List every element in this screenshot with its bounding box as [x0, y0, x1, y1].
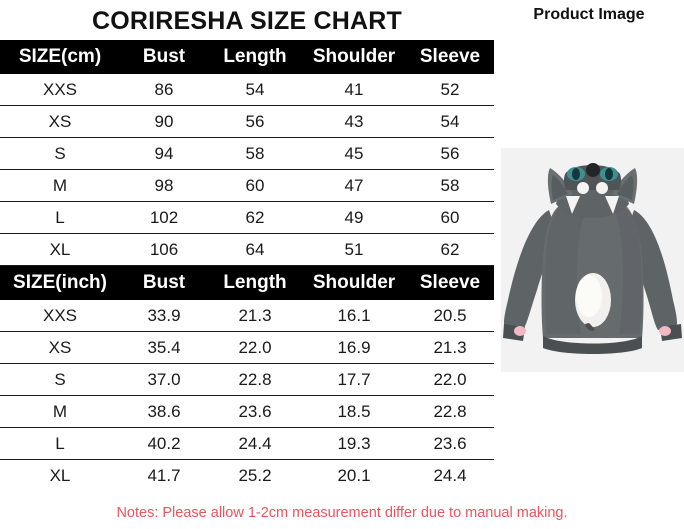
- cell-shoulder: 18.5: [302, 395, 406, 428]
- cell-sleeve: 20.5: [406, 300, 494, 332]
- column-header-sleeve: Sleeve: [406, 266, 494, 300]
- cell-bust: 38.6: [120, 395, 208, 428]
- cell-sleeve: 58: [406, 169, 494, 202]
- cell-sleeve: 22.8: [406, 395, 494, 428]
- table-row: XS 35.4 22.0 16.9 21.3: [0, 331, 494, 364]
- cell-length: 21.3: [208, 300, 302, 332]
- column-header-shoulder: Shoulder: [302, 40, 406, 74]
- table-row: XXS 33.9 21.3 16.1 20.5: [0, 300, 494, 332]
- cell-size: S: [0, 363, 120, 396]
- cell-sleeve: 21.3: [406, 331, 494, 364]
- cell-size: XS: [0, 331, 120, 364]
- column-header-length: Length: [208, 266, 302, 300]
- cell-bust: 35.4: [120, 331, 208, 364]
- cell-length: 56: [208, 105, 302, 138]
- table-row: L 102 62 49 60: [0, 201, 494, 234]
- table-row: M 98 60 47 58: [0, 169, 494, 202]
- cell-length: 24.4: [208, 427, 302, 460]
- cell-sleeve: 60: [406, 201, 494, 234]
- cell-size: L: [0, 201, 120, 234]
- size-table-cm: SIZE(cm) Bust Length Shoulder Sleeve XXS…: [0, 40, 494, 266]
- table-row: XL 41.7 25.2 20.1 24.4: [0, 459, 494, 491]
- column-header-shoulder: Shoulder: [302, 266, 406, 300]
- column-header-bust: Bust: [120, 40, 208, 74]
- cell-sleeve: 52: [406, 74, 494, 106]
- cell-shoulder: 16.9: [302, 331, 406, 364]
- product-image-column: Product Image: [494, 0, 684, 529]
- cell-size: XL: [0, 459, 120, 491]
- cell-bust: 33.9: [120, 300, 208, 332]
- product-image-label: Product Image: [533, 6, 645, 23]
- notes-text: Notes: Please allow 1-2cm measurement di…: [116, 505, 568, 521]
- cell-size: XS: [0, 105, 120, 138]
- cell-length: 62: [208, 201, 302, 234]
- size-chart-column: CORIRESHA SIZE CHART SIZE(cm) Bust Lengt…: [0, 7, 494, 491]
- table-header-row: SIZE(cm) Bust Length Shoulder Sleeve: [0, 40, 494, 74]
- cell-bust: 86: [120, 74, 208, 106]
- cell-shoulder: 41: [302, 74, 406, 106]
- cell-sleeve: 62: [406, 233, 494, 266]
- cell-length: 22.0: [208, 331, 302, 364]
- cell-shoulder: 47: [302, 169, 406, 202]
- table-row: M 38.6 23.6 18.5 22.8: [0, 395, 494, 428]
- cell-length: 22.8: [208, 363, 302, 396]
- cell-bust: 40.2: [120, 427, 208, 460]
- cell-sleeve: 54: [406, 105, 494, 138]
- cell-bust: 90: [120, 105, 208, 138]
- cell-bust: 102: [120, 201, 208, 234]
- cell-length: 60: [208, 169, 302, 202]
- table-row: S 94 58 45 56: [0, 137, 494, 170]
- column-header-length: Length: [208, 40, 302, 74]
- cell-length: 64: [208, 233, 302, 266]
- cell-sleeve: 56: [406, 137, 494, 170]
- cell-bust: 94: [120, 137, 208, 170]
- cell-sleeve: 22.0: [406, 363, 494, 396]
- table-row: XL 106 64 51 62: [0, 233, 494, 266]
- table-row: S 37.0 22.8 17.7 22.0: [0, 363, 494, 396]
- cell-size: XL: [0, 233, 120, 266]
- cat-hoodie-back-view-icon: [501, 148, 684, 372]
- cell-length: 54: [208, 74, 302, 106]
- cell-shoulder: 20.1: [302, 459, 406, 491]
- cell-shoulder: 51: [302, 233, 406, 266]
- cell-shoulder: 49: [302, 201, 406, 234]
- cell-size: XXS: [0, 300, 120, 332]
- cell-size: S: [0, 137, 120, 170]
- cell-sleeve: 23.6: [406, 427, 494, 460]
- column-header-size: SIZE(inch): [0, 266, 120, 300]
- cell-shoulder: 19.3: [302, 427, 406, 460]
- page-title: CORIRESHA SIZE CHART: [91, 7, 403, 35]
- cell-bust: 41.7: [120, 459, 208, 491]
- size-table-inch: SIZE(inch) Bust Length Shoulder Sleeve X…: [0, 266, 494, 491]
- cell-length: 23.6: [208, 395, 302, 428]
- cell-size: M: [0, 169, 120, 202]
- cell-length: 25.2: [208, 459, 302, 491]
- cell-shoulder: 17.7: [302, 363, 406, 396]
- cell-size: L: [0, 427, 120, 460]
- table-row: XXS 86 54 41 52: [0, 74, 494, 106]
- cell-sleeve: 24.4: [406, 459, 494, 491]
- cell-shoulder: 43: [302, 105, 406, 138]
- table-row: XS 90 56 43 54: [0, 105, 494, 138]
- cell-shoulder: 45: [302, 137, 406, 170]
- cell-shoulder: 16.1: [302, 300, 406, 332]
- cell-bust: 98: [120, 169, 208, 202]
- table-row: L 40.2 24.4 19.3 23.6: [0, 427, 494, 460]
- column-header-size: SIZE(cm): [0, 40, 120, 74]
- cell-size: M: [0, 395, 120, 428]
- table-header-row: SIZE(inch) Bust Length Shoulder Sleeve: [0, 266, 494, 300]
- column-header-bust: Bust: [120, 266, 208, 300]
- cell-size: XXS: [0, 74, 120, 106]
- cell-bust: 37.0: [120, 363, 208, 396]
- column-header-sleeve: Sleeve: [406, 40, 494, 74]
- cell-bust: 106: [120, 233, 208, 266]
- cell-length: 58: [208, 137, 302, 170]
